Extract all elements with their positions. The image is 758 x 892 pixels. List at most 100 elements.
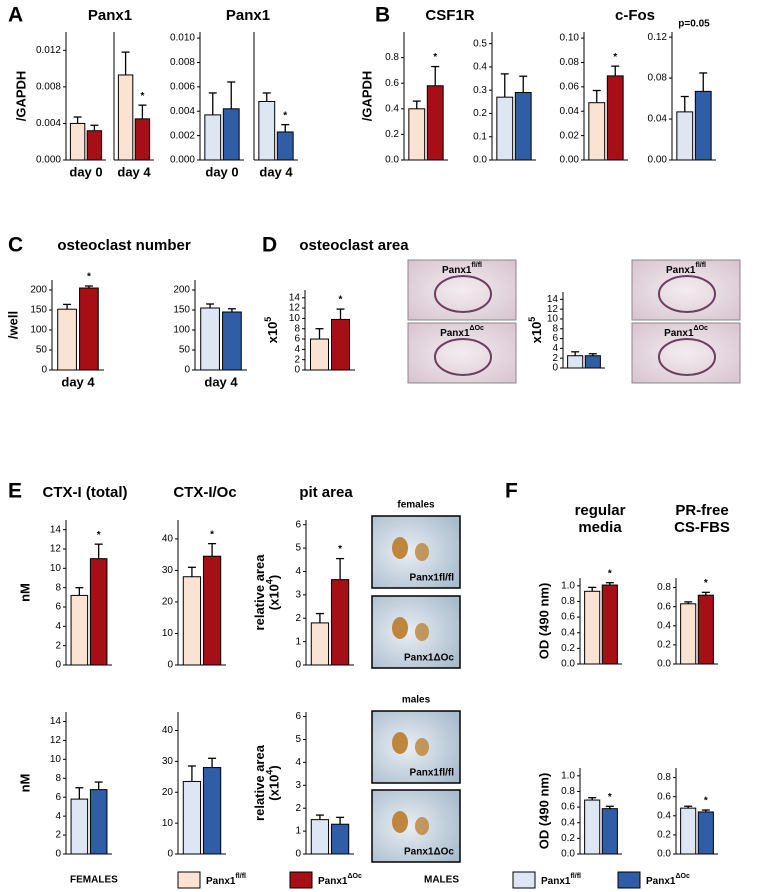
- bar: [330, 823, 350, 855]
- y-tick-label: 0.4: [473, 62, 487, 73]
- annotation: *: [338, 544, 342, 555]
- label-text: (x10: [267, 584, 282, 610]
- annotation: *: [283, 110, 287, 121]
- superscript: 5: [527, 317, 537, 322]
- bar: [601, 584, 618, 665]
- micrograph-label: Panx1fl/fl: [410, 573, 455, 584]
- y-tick-label: 0.8: [657, 582, 671, 593]
- chart-title: osteoclast number: [57, 237, 191, 254]
- y-tick-label: 2: [295, 613, 301, 624]
- y-tick-label: 0.0: [561, 849, 575, 860]
- superscript: ΔOc: [675, 873, 689, 880]
- bar: [426, 85, 444, 161]
- y-tick-label: 0.2: [473, 108, 487, 119]
- bar: [222, 311, 242, 371]
- label-text: Panx1: [206, 876, 236, 887]
- legend-label: Panx1ΔOc: [318, 873, 362, 887]
- x-tick-label: day 0: [69, 164, 102, 179]
- micrograph-header: males: [402, 695, 431, 706]
- y-tick-label: 4: [55, 811, 61, 822]
- y-tick-label: 0: [167, 849, 173, 860]
- label-text: Panx1: [442, 265, 472, 276]
- y-tick-label: 8: [55, 582, 61, 593]
- superscript: ΔOc: [347, 873, 361, 880]
- y-tick-label: 4: [295, 757, 301, 768]
- panel-label: A: [8, 4, 23, 27]
- micrograph: [407, 259, 517, 321]
- y-tick-label: 2: [55, 640, 61, 651]
- y-tick-label: 20: [162, 787, 174, 798]
- y-tick-label: 2: [552, 353, 558, 364]
- superscript: fl/fl: [235, 873, 246, 880]
- bar: [567, 355, 584, 369]
- y-axis-label: OD (490 nm): [536, 773, 551, 850]
- y-tick-label: 1.0: [561, 770, 575, 781]
- annotation: *: [87, 272, 91, 283]
- annotation: *: [608, 568, 612, 579]
- panel-label: D: [262, 234, 277, 257]
- y-tick-label: 4: [294, 344, 300, 355]
- label-text: x10: [529, 322, 544, 344]
- label-text: Panx1: [440, 328, 470, 339]
- y-tick-label: 6: [552, 333, 558, 344]
- y-tick-label: 0.000: [170, 155, 195, 166]
- bar: [182, 576, 202, 666]
- y-axis-label: nM: [17, 774, 32, 793]
- micrograph-label: Panx1fl/fl: [666, 262, 706, 276]
- superscript: fl/fl: [570, 873, 581, 880]
- legend-label: Panx1fl/fl: [206, 873, 246, 887]
- y-tick-label: 0.12: [648, 32, 668, 43]
- bar: [694, 90, 712, 161]
- superscript: 5: [263, 317, 273, 322]
- y-tick-label: 1: [295, 636, 301, 647]
- x-tick-label: day 4: [117, 164, 151, 179]
- panel-label: B: [375, 4, 390, 27]
- bar: [680, 603, 697, 665]
- y-tick-label: 0.0: [561, 659, 575, 670]
- legend-group: FEMALES: [70, 875, 118, 886]
- bar: [584, 355, 601, 369]
- y-tick-label: 3: [295, 780, 301, 791]
- y-axis-label: (x104): [265, 575, 282, 610]
- y-tick-label: 2: [295, 803, 301, 814]
- cell-outline: [658, 275, 716, 313]
- label-tail: ): [267, 765, 282, 769]
- y-tick-label: 0.4: [561, 627, 575, 638]
- y-tick-label: 1: [295, 826, 301, 837]
- y-tick-label: 0.04: [648, 114, 668, 125]
- y-tick-label: 14: [50, 524, 62, 535]
- y-tick-label: 0.4: [385, 103, 399, 114]
- y-tick-label: 0.008: [36, 81, 61, 92]
- y-tick-label: 50: [179, 345, 191, 356]
- y-axis-label: relative area: [252, 744, 267, 821]
- y-tick-label: 200: [173, 285, 190, 296]
- y-tick-label: 12: [50, 735, 62, 746]
- y-tick-label: 30: [162, 756, 174, 767]
- y-tick-label: 6: [294, 334, 300, 345]
- y-tick-label: 0.8: [385, 52, 399, 63]
- cell-outline: [658, 338, 716, 376]
- label-text: Panx1: [664, 328, 694, 339]
- micrograph-header: females: [397, 500, 435, 511]
- y-tick-label: 8: [294, 323, 300, 334]
- y-tick-label: 14: [547, 294, 559, 305]
- annotation: *: [613, 52, 617, 63]
- y-tick-label: 0.8: [657, 772, 671, 783]
- bar: [584, 799, 601, 855]
- bar: [697, 811, 714, 855]
- bar: [601, 808, 618, 855]
- y-tick-label: 0.8: [561, 786, 575, 797]
- bar: [89, 789, 108, 855]
- y-tick-label: 0.00: [560, 155, 580, 166]
- bar: [606, 75, 624, 161]
- bar: [70, 594, 89, 666]
- label-text: (x10: [267, 775, 282, 801]
- bar: [584, 590, 601, 665]
- y-tick-label: 50: [36, 345, 48, 356]
- legend-swatch: [289, 871, 313, 889]
- y-tick-label: 0.04: [560, 106, 580, 117]
- superscript: ΔOc: [470, 325, 484, 332]
- resorption-pit: [415, 623, 429, 641]
- y-tick-label: 0: [295, 849, 301, 860]
- annotation: *: [339, 295, 343, 306]
